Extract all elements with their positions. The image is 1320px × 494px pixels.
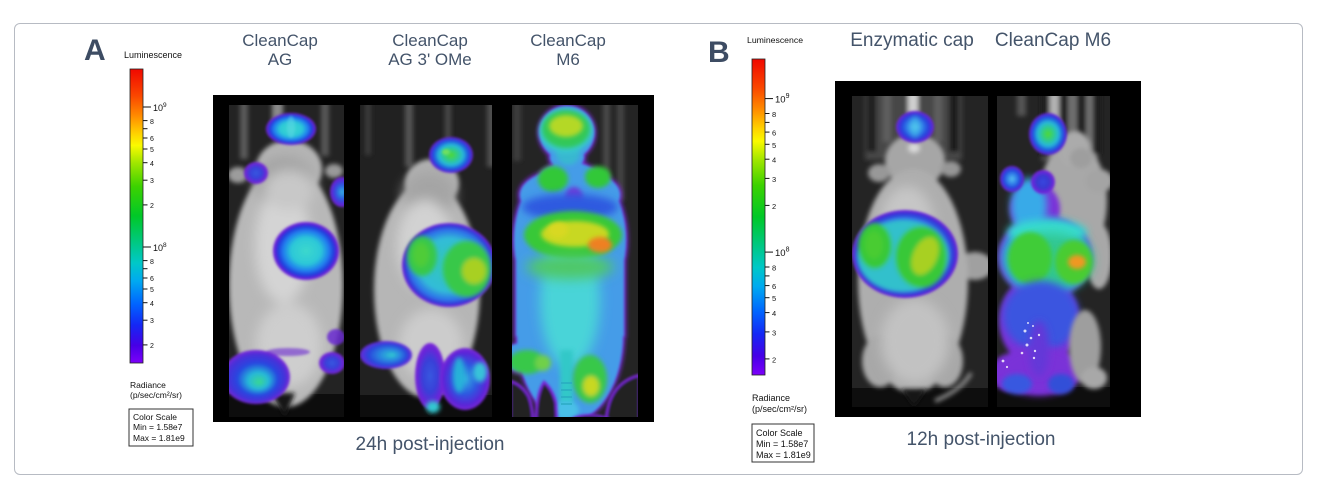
- svg-text:8: 8: [150, 119, 154, 126]
- svg-text:2: 2: [150, 203, 154, 210]
- svg-text:Color Scale: Color Scale: [756, 428, 803, 438]
- svg-text:2: 2: [772, 202, 776, 211]
- svg-text:3: 3: [150, 178, 154, 185]
- svg-text:Radiance: Radiance: [130, 380, 166, 390]
- svg-text:(p/sec/cm²/sr): (p/sec/cm²/sr): [130, 390, 182, 400]
- svg-text:4: 4: [772, 156, 776, 165]
- svg-text:Color Scale: Color Scale: [133, 412, 177, 422]
- svg-text:8: 8: [150, 259, 154, 266]
- svg-text:6: 6: [150, 136, 154, 143]
- svg-text:Min = 1.58e7: Min = 1.58e7: [133, 422, 183, 432]
- svg-text:Max = 1.81e9: Max = 1.81e9: [133, 433, 185, 443]
- svg-text:Luminescence: Luminescence: [124, 50, 182, 60]
- svg-text:5: 5: [150, 287, 154, 294]
- svg-text:109: 109: [775, 93, 790, 106]
- svg-text:(p/sec/cm²/sr): (p/sec/cm²/sr): [752, 404, 807, 414]
- svg-text:6: 6: [150, 276, 154, 283]
- svg-text:6: 6: [772, 282, 776, 291]
- svg-text:109: 109: [153, 102, 167, 113]
- svg-text:3: 3: [772, 328, 776, 337]
- svg-text:3: 3: [150, 318, 154, 325]
- svg-text:6: 6: [772, 129, 776, 138]
- svg-text:8: 8: [772, 264, 776, 273]
- svg-text:Min = 1.58e7: Min = 1.58e7: [756, 439, 808, 449]
- svg-text:108: 108: [153, 242, 167, 253]
- svg-text:2: 2: [150, 343, 154, 350]
- svg-text:Radiance: Radiance: [752, 393, 790, 403]
- svg-text:8: 8: [772, 110, 776, 119]
- svg-text:4: 4: [772, 309, 776, 318]
- svg-text:5: 5: [772, 294, 776, 303]
- svg-text:4: 4: [150, 301, 154, 308]
- svg-text:Max = 1.81e9: Max = 1.81e9: [756, 450, 811, 460]
- svg-text:Luminescence: Luminescence: [747, 35, 803, 45]
- svg-text:3: 3: [772, 175, 776, 184]
- svg-text:4: 4: [150, 161, 154, 168]
- svg-text:5: 5: [150, 147, 154, 154]
- svg-text:2: 2: [772, 355, 776, 364]
- svg-text:5: 5: [772, 141, 776, 150]
- svg-text:108: 108: [775, 247, 790, 260]
